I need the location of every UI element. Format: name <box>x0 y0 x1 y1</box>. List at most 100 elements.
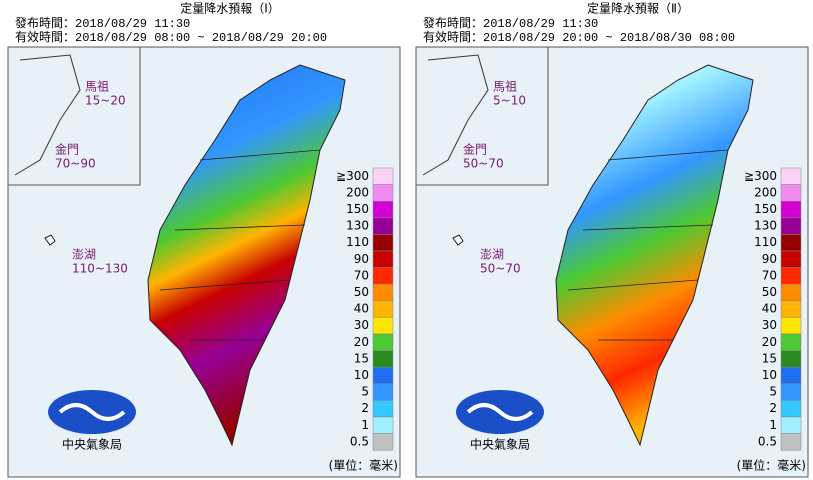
legend-swatch <box>372 267 394 285</box>
logo-text: 中央氣象局 <box>470 437 530 452</box>
legend-label: 15 <box>354 351 369 365</box>
legend-swatch <box>780 267 802 285</box>
unit-label: (單位：毫米) <box>737 458 806 473</box>
island-range: 110~130 <box>72 262 128 276</box>
unit-label: (單位：毫米) <box>329 458 398 473</box>
legend-swatch <box>780 333 802 351</box>
legend-swatch <box>780 350 802 368</box>
issue-time: 發布時間：2018/08/29 11:30 <box>15 15 190 31</box>
valid-time: 有效時間：2018/08/29 08:00 ~ 2018/08/29 20:00 <box>15 29 327 45</box>
legend-swatch <box>780 217 802 235</box>
legend-label: ≧300 <box>336 169 369 183</box>
legend-swatch <box>780 234 802 252</box>
legend-label: 0.5 <box>758 434 777 448</box>
taiwan <box>147 64 346 447</box>
legend-label: 1 <box>361 418 369 432</box>
legend-label: ≧300 <box>744 169 777 183</box>
legend-swatch <box>372 184 394 202</box>
island-name: 金門 <box>55 142 79 157</box>
legend-label: 150 <box>346 202 369 216</box>
logo-swirl <box>466 403 534 421</box>
legend-swatch <box>372 250 394 268</box>
legend-swatch <box>780 416 802 434</box>
legend-label: 1 <box>769 418 777 432</box>
mainland-coast <box>14 54 81 176</box>
legend-swatch <box>372 416 394 434</box>
legend-label: 2 <box>769 401 777 415</box>
valid-time: 有效時間：2018/08/29 20:00 ~ 2018/08/30 08:00 <box>423 29 735 45</box>
legend-swatch <box>780 283 802 302</box>
legend-label: 5 <box>361 385 369 399</box>
legend-label: 200 <box>754 185 777 199</box>
legend-swatch <box>780 366 802 385</box>
island-range: 5~10 <box>493 94 526 108</box>
legend-label: 10 <box>762 368 777 382</box>
mainland-coast <box>422 54 489 176</box>
legend-label: 70 <box>354 268 369 282</box>
logo-swirl <box>58 403 126 421</box>
island-name: 澎湖 <box>480 247 504 262</box>
county-lines <box>159 149 321 341</box>
legend-swatch <box>372 200 394 219</box>
legend-swatch <box>372 217 394 235</box>
legend-label: 5 <box>769 385 777 399</box>
legend-swatch <box>780 167 802 185</box>
legend-label: 50 <box>354 285 369 299</box>
legend-swatch <box>780 383 802 401</box>
legend-swatch <box>372 383 394 401</box>
issue-time: 發布時間：2018/08/29 11:30 <box>423 15 598 31</box>
legend-label: 150 <box>754 202 777 216</box>
legend-swatch <box>372 317 394 335</box>
legend-label: 30 <box>762 318 777 332</box>
map-panel: 定量降水預報（Ⅰ）發布時間：2018/08/29 11:30有效時間：2018/… <box>7 1 401 478</box>
legend-label: 40 <box>354 302 369 316</box>
legend-label: 110 <box>346 235 369 249</box>
panel-title: 定量降水預報（Ⅱ） <box>587 1 689 16</box>
legend-label: 0.5 <box>350 434 369 448</box>
legend-label: 30 <box>354 318 369 332</box>
legend-label: 130 <box>346 219 369 233</box>
legend-label: 2 <box>361 401 369 415</box>
legend-swatch <box>372 300 394 318</box>
island-range: 50~70 <box>463 157 504 171</box>
island-range: 15~20 <box>85 94 126 108</box>
taiwan <box>555 64 754 447</box>
legend-swatch <box>372 433 394 451</box>
island-name: 馬祖 <box>493 79 517 94</box>
island-range: 70~90 <box>55 157 96 171</box>
legend-label: 90 <box>762 252 777 266</box>
legend-label: 15 <box>762 351 777 365</box>
legend-swatch <box>372 350 394 368</box>
panel-title: 定量降水預報（Ⅰ） <box>180 1 280 16</box>
legend-swatch <box>780 200 802 219</box>
legend-swatch <box>780 433 802 451</box>
map-panel: 定量降水預報（Ⅱ）發布時間：2018/08/29 11:30有效時間：2018/… <box>415 1 809 478</box>
legend-swatch <box>372 400 394 418</box>
legend-label: 70 <box>762 268 777 282</box>
legend-swatch <box>372 333 394 351</box>
legend-label: 200 <box>346 185 369 199</box>
island-name: 金門 <box>463 142 487 157</box>
island-name: 澎湖 <box>72 247 96 262</box>
legend-swatch <box>780 317 802 335</box>
legend-swatch <box>780 300 802 318</box>
legend-label: 50 <box>762 285 777 299</box>
legend-label: 40 <box>762 302 777 316</box>
legend-label: 20 <box>762 335 777 349</box>
island-range: 50~70 <box>480 262 521 276</box>
legend-label: 90 <box>354 252 369 266</box>
penghu <box>44 234 56 246</box>
legend-swatch <box>780 400 802 418</box>
penghu <box>452 234 464 246</box>
county-lines <box>567 149 729 341</box>
legend-swatch <box>372 366 394 385</box>
legend-swatch <box>372 283 394 302</box>
legend-label: 10 <box>354 368 369 382</box>
legend-swatch <box>780 250 802 268</box>
legend-label: 20 <box>354 335 369 349</box>
legend-swatch <box>780 184 802 202</box>
legend-swatch <box>372 234 394 252</box>
logo-text: 中央氣象局 <box>62 437 122 452</box>
legend-label: 110 <box>754 235 777 249</box>
